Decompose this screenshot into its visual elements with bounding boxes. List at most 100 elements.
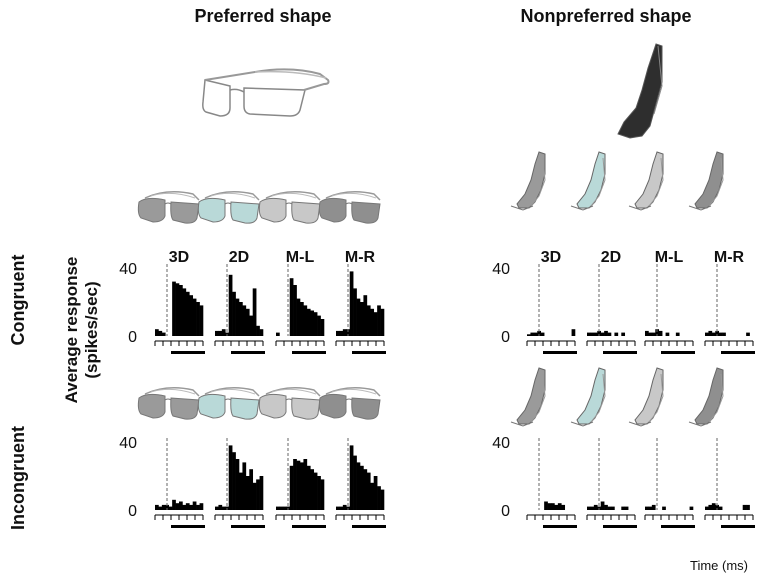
- bar: [303, 459, 308, 510]
- bar: [600, 501, 605, 510]
- bar: [336, 330, 340, 336]
- bar: [249, 315, 254, 336]
- bar: [185, 291, 190, 336]
- bar: [342, 504, 347, 510]
- histogram-m-r: M-R: [335, 249, 386, 354]
- bar: [199, 503, 204, 510]
- bar: [168, 506, 173, 510]
- bar: [245, 308, 250, 336]
- bar: [296, 298, 301, 336]
- bar: [179, 285, 183, 336]
- tilted-shape-icon: [617, 43, 663, 139]
- tilted-shape-icon: [688, 367, 724, 427]
- bar: [655, 329, 660, 336]
- bar: [300, 302, 304, 336]
- histogram-m-r: [704, 438, 755, 528]
- bar: [621, 332, 626, 336]
- bar: [705, 332, 709, 336]
- bar: [228, 445, 233, 510]
- bar: [310, 469, 315, 510]
- bar: [215, 330, 219, 336]
- bar: [373, 312, 378, 336]
- tilted-shape-icon: [628, 151, 664, 211]
- bar: [256, 325, 260, 336]
- bar: [306, 465, 311, 510]
- bar: [155, 329, 159, 336]
- bar: [310, 310, 315, 336]
- bar: [722, 332, 726, 336]
- row-label-incongruent: Incongruent: [8, 426, 28, 530]
- bar: [293, 285, 297, 336]
- panel-preferred-shape-congruent: 0 40 3D 2D M-L M-R: [119, 249, 386, 354]
- bar: [540, 332, 545, 336]
- tilted-shape-icon: [510, 151, 546, 211]
- bar: [158, 330, 163, 336]
- bar: [571, 329, 576, 336]
- bar: [587, 506, 591, 510]
- bar: [611, 506, 615, 510]
- y-tick-label: 0: [501, 503, 510, 520]
- bar: [353, 455, 357, 510]
- bar: [662, 506, 666, 510]
- bar: [282, 506, 287, 510]
- condition-label: M-L: [655, 249, 684, 266]
- bar: [317, 315, 321, 336]
- bar: [363, 469, 368, 510]
- row-label-congruent: Congruent: [8, 255, 28, 346]
- bar: [356, 298, 361, 336]
- bar: [604, 330, 608, 336]
- bar: [689, 506, 694, 510]
- panel-nonpreferred-shape-congruent: 0 40 3D 2D M-L M-R: [492, 249, 755, 354]
- bar: [353, 288, 357, 336]
- bar: [349, 271, 354, 336]
- bar: [306, 308, 311, 336]
- bar: [346, 329, 351, 336]
- stimulus-bar: [543, 351, 577, 354]
- bar: [530, 332, 535, 336]
- bar: [256, 479, 260, 510]
- bar: [339, 506, 344, 510]
- bar: [182, 288, 187, 336]
- bar: [293, 459, 297, 510]
- bar: [742, 504, 747, 510]
- bar: [380, 489, 385, 510]
- bar: [607, 332, 612, 336]
- condition-label: M-L: [286, 249, 315, 266]
- bar: [196, 504, 200, 510]
- bar: [259, 476, 264, 510]
- stimulus-bar: [721, 351, 755, 354]
- eyeglasses-icon: [318, 191, 381, 224]
- y-axis-label-line1: Average response: [62, 257, 81, 404]
- bar: [363, 295, 368, 336]
- eyeglasses-icon: [318, 387, 381, 420]
- bar: [377, 486, 381, 510]
- y-tick-label: 0: [501, 329, 510, 346]
- bar: [547, 503, 552, 510]
- bar: [161, 504, 166, 510]
- header-preferred: Preferred shape: [194, 6, 331, 26]
- bar: [597, 330, 602, 336]
- bar: [317, 476, 321, 510]
- condition-label: 2D: [229, 249, 249, 266]
- bar: [165, 504, 170, 510]
- bar: [624, 506, 629, 510]
- bar: [711, 332, 716, 336]
- bar: [349, 445, 354, 510]
- bar: [370, 308, 375, 336]
- bar: [245, 476, 250, 510]
- bar: [557, 503, 562, 510]
- tilted-shape-icon: [510, 367, 546, 427]
- eyeglasses-icon: [258, 387, 321, 420]
- bar: [648, 506, 653, 510]
- eyeglasses-icon: [202, 68, 330, 117]
- bar: [651, 332, 656, 336]
- condition-label: 2D: [601, 249, 621, 266]
- bar: [300, 462, 304, 510]
- stimulus-bar: [231, 525, 265, 528]
- bar: [645, 506, 649, 510]
- histogram-2d: 2D: [214, 249, 265, 354]
- bar: [192, 501, 197, 510]
- bar: [189, 295, 194, 336]
- bar: [607, 506, 612, 510]
